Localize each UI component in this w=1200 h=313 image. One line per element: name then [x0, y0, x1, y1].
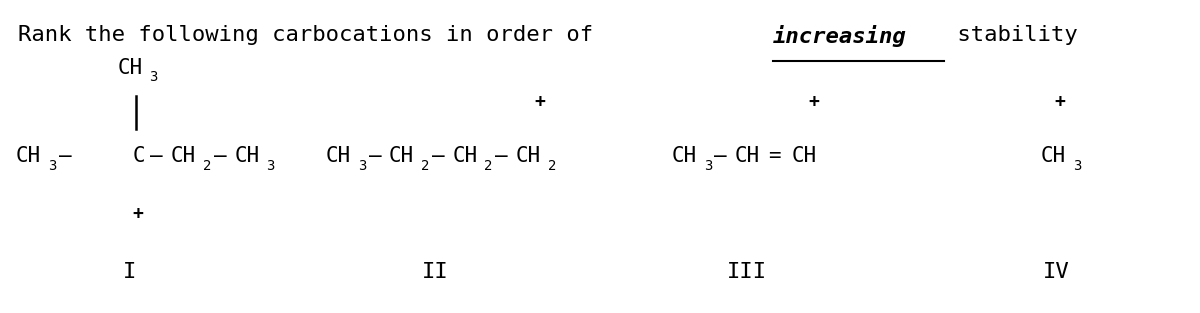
Text: Rank the following carbocations in order of: Rank the following carbocations in order… — [18, 25, 607, 45]
Text: CH: CH — [1040, 146, 1066, 167]
Text: CH: CH — [118, 58, 143, 78]
Text: CH: CH — [389, 146, 414, 167]
Text: 2: 2 — [547, 159, 556, 173]
Text: 3: 3 — [1073, 159, 1081, 173]
Text: 3: 3 — [266, 159, 275, 173]
Text: —: — — [150, 146, 162, 167]
Text: +: + — [1054, 93, 1064, 111]
Text: +: + — [809, 93, 820, 111]
Text: CH: CH — [734, 146, 760, 167]
Text: –: – — [214, 146, 227, 167]
Text: stability: stability — [944, 25, 1078, 45]
Text: I: I — [122, 262, 136, 282]
Text: CH: CH — [792, 146, 817, 167]
Text: CH: CH — [234, 146, 259, 167]
Text: +: + — [534, 93, 545, 111]
Text: CH: CH — [170, 146, 197, 167]
Text: –: – — [496, 146, 508, 167]
Text: increasing: increasing — [773, 25, 906, 48]
Text: CH: CH — [672, 146, 697, 167]
Text: CH: CH — [515, 146, 541, 167]
Text: –: – — [368, 146, 382, 167]
Text: CH: CH — [452, 146, 478, 167]
Text: C: C — [133, 146, 145, 167]
Text: –: – — [59, 146, 72, 167]
Text: 2: 2 — [203, 159, 211, 173]
Text: CH: CH — [326, 146, 352, 167]
Text: 2: 2 — [421, 159, 430, 173]
Text: CH: CH — [16, 146, 41, 167]
Text: 3: 3 — [358, 159, 366, 173]
Text: II: II — [422, 262, 449, 282]
Text: 3: 3 — [150, 70, 158, 84]
Text: =: = — [768, 146, 781, 167]
Text: 3: 3 — [48, 159, 56, 173]
Text: –: – — [714, 146, 727, 167]
Text: +: + — [133, 205, 144, 223]
Text: –: – — [432, 146, 444, 167]
Text: 2: 2 — [485, 159, 493, 173]
Text: IV: IV — [1043, 262, 1069, 282]
Text: III: III — [726, 262, 767, 282]
Text: 3: 3 — [703, 159, 712, 173]
